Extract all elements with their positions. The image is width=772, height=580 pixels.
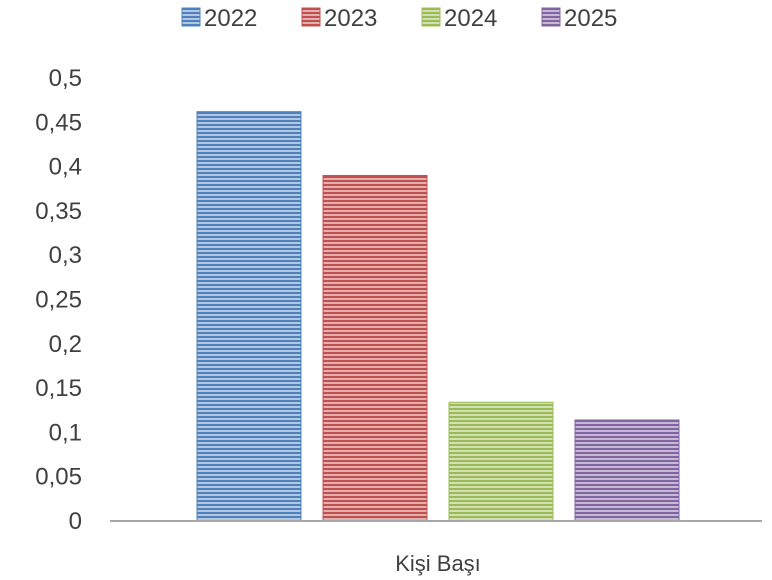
legend: 2022 2023 2024 2025 <box>182 5 617 32</box>
bar-2024 <box>449 402 553 521</box>
bars <box>197 112 679 521</box>
y-tick-label: 0,15 <box>35 375 82 402</box>
y-tick-label: 0,35 <box>35 198 82 225</box>
y-tick-label: 0,5 <box>49 65 82 92</box>
legend-item-2024: 2024 <box>422 5 497 32</box>
legend-label: 2025 <box>564 5 617 32</box>
legend-swatch <box>182 8 200 26</box>
legend-swatch <box>422 8 440 26</box>
bar-2023 <box>323 175 427 521</box>
y-tick-label: 0,4 <box>49 154 82 181</box>
legend-label: 2023 <box>324 5 377 32</box>
y-axis: 0 0,05 0,1 0,15 0,2 0,25 0,3 0,35 0,4 0,45 0,5 <box>35 65 82 535</box>
legend-swatch <box>542 8 560 26</box>
legend-item-2022: 2022 <box>182 5 257 32</box>
y-tick-label: 0,2 <box>49 331 82 358</box>
legend-swatch <box>302 8 320 26</box>
y-tick-label: 0 <box>69 508 82 535</box>
x-category-label: Kişi Başı <box>395 551 481 576</box>
y-tick-label: 0,45 <box>35 109 82 136</box>
legend-item-2025: 2025 <box>542 5 617 32</box>
legend-label: 2024 <box>444 5 497 32</box>
y-tick-label: 0,05 <box>35 464 82 491</box>
x-axis: Kişi Başı <box>395 551 481 576</box>
legend-item-2023: 2023 <box>302 5 377 32</box>
y-tick-label: 0,25 <box>35 287 82 314</box>
bar-2022 <box>197 112 301 521</box>
bar-2025 <box>575 420 679 521</box>
y-tick-label: 0,1 <box>49 419 82 446</box>
y-tick-label: 0,3 <box>49 242 82 269</box>
legend-label: 2022 <box>204 5 257 32</box>
